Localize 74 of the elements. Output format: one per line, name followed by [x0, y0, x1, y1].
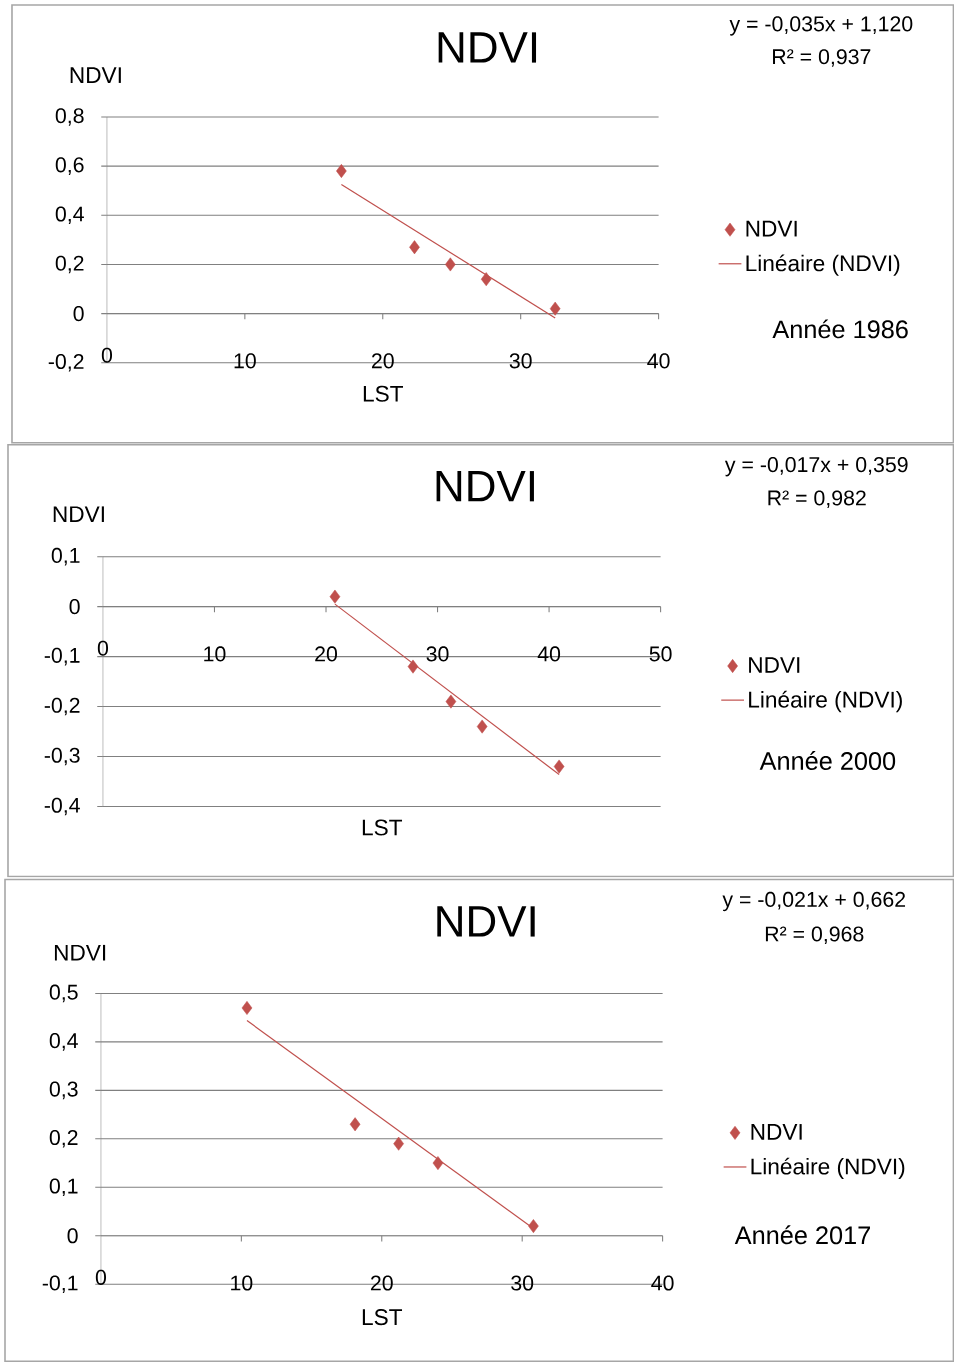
y-tick-label: 0,2: [49, 1130, 78, 1148]
text: y = -0,035x + 1,120: [729, 16, 913, 36]
x-tick-label: 10: [234, 353, 256, 369]
y-tick-label: -0,4: [44, 797, 80, 816]
chart-title: NDVI: [436, 471, 534, 502]
text: Année 2017: [734, 1225, 870, 1245]
point: [445, 694, 456, 709]
text: R² = 0,982: [768, 490, 866, 508]
y-tick-label: -0,1: [42, 1275, 78, 1294]
legend-label: NDVI: [746, 220, 797, 237]
y-tick-label: 0,1: [51, 547, 80, 566]
x-tick-label: 20: [315, 646, 337, 662]
x-tick-label: 10: [230, 1275, 253, 1291]
x-axis-title: LST: [362, 1309, 402, 1326]
text: y = -0,017x + 0,359: [724, 457, 908, 477]
point: [409, 240, 420, 255]
x-tick-label: 50: [649, 646, 672, 662]
y-tick-label: 0: [73, 306, 84, 322]
x-tick-label: 20: [371, 353, 394, 369]
y-tick-label: 0: [69, 599, 80, 615]
x-tick-label: 0: [101, 347, 112, 363]
x-axis-title: LST: [362, 819, 402, 836]
chart-title: NDVI: [438, 32, 536, 63]
x-tick-label: 30: [509, 353, 532, 369]
x-axis-title: LST: [363, 385, 403, 402]
point: [432, 1156, 443, 1170]
point: [393, 1136, 404, 1151]
text: R² = 0,937: [772, 49, 871, 67]
point: [476, 719, 488, 734]
y-tick-label: -0,1: [44, 647, 80, 666]
legend-label: NDVI: [748, 657, 800, 673]
y-axis-title: NDVI: [70, 67, 121, 83]
legend-label: NDVI: [751, 1124, 802, 1140]
y-tick-label: 0,3: [49, 1081, 78, 1100]
point: [335, 164, 347, 178]
y-tick-label: -0,3: [44, 747, 80, 766]
point: [349, 1117, 361, 1132]
point: [549, 301, 561, 316]
y-tick-label: -0,2: [48, 353, 84, 372]
y-tick-label: -0,2: [44, 697, 80, 716]
y-tick-label: 0,5: [49, 984, 78, 1003]
point: [527, 1219, 539, 1234]
y-tick-label: 0,4: [55, 206, 84, 225]
x-tick-label: 40: [651, 1275, 674, 1291]
x-tick-label: 0: [97, 640, 108, 656]
x-tick-label: 20: [370, 1275, 393, 1291]
y-tick-label: 0,2: [55, 255, 84, 274]
y-axis-title: NDVI: [53, 506, 104, 522]
y-tick-label: 0: [67, 1228, 78, 1244]
y-tick-label: 0,4: [49, 1033, 78, 1051]
legend-label: Linéaire (NDVI): [746, 254, 900, 276]
y-tick-label: 0,1: [49, 1178, 78, 1197]
y-axis-title: NDVI: [54, 944, 105, 961]
y-tick-label: 0,8: [55, 108, 84, 126]
point: [480, 272, 492, 287]
legend-label: Linéaire (NDVI): [748, 690, 902, 713]
text: R² = 0,968: [765, 926, 864, 945]
x-tick-label: 30: [426, 646, 449, 662]
chart-title: NDVI: [437, 906, 535, 937]
y-tick-label: 0,6: [55, 157, 84, 175]
x-tick-label: 40: [647, 353, 670, 369]
text: Année 2000: [759, 751, 895, 770]
x-tick-label: 0: [95, 1269, 106, 1285]
text: y = -0,021x + 0,662: [722, 891, 905, 912]
point: [553, 759, 565, 774]
point: [329, 589, 340, 604]
legend-label: Linéaire (NDVI): [751, 1157, 905, 1179]
x-tick-label: 10: [204, 646, 226, 662]
x-tick-label: 30: [510, 1275, 533, 1291]
point: [444, 257, 456, 272]
text: Année 1986: [772, 319, 908, 339]
point: [407, 659, 419, 674]
point: [241, 1001, 253, 1015]
x-tick-label: 40: [537, 646, 560, 662]
